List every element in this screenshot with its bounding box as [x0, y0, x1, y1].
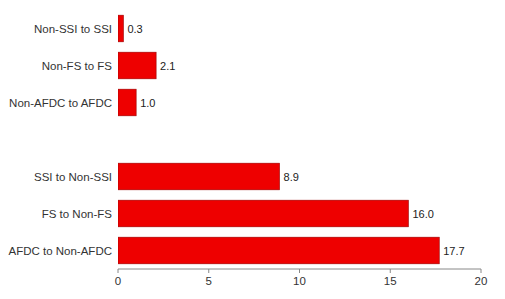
x-tick — [299, 269, 300, 273]
chart-container: 0.3 2.1 1.0 8.9 16.0 17.7 Non-SSI to SSI Non-FS… — [0, 0, 505, 299]
category-label: Non-FS to FS — [42, 60, 113, 72]
data-label: 17.7 — [443, 245, 464, 257]
data-labels: 0.3 2.1 1.0 8.9 16.0 17.7 — [127, 23, 464, 257]
data-label: 2.1 — [160, 60, 175, 72]
x-tick-label: 10 — [293, 275, 306, 287]
x-tick-label: 15 — [384, 275, 397, 287]
x-axis: 0 5 10 15 20 — [115, 269, 488, 287]
category-label: Non-AFDC to AFDC — [9, 97, 112, 109]
x-tick — [390, 269, 391, 273]
bar — [118, 89, 136, 116]
x-tick-label: 0 — [115, 275, 121, 287]
page: {"chart_data": {"type": "bar", "orientat… — [0, 0, 505, 299]
x-tick — [208, 269, 209, 273]
bar — [118, 52, 156, 79]
bar — [118, 200, 408, 227]
data-label: 0.3 — [127, 23, 142, 35]
category-label: Non-SSI to SSI — [34, 23, 112, 35]
chart-svg: 0.3 2.1 1.0 8.9 16.0 17.7 Non-SSI to SSI Non-FS… — [0, 0, 505, 299]
category-label: FS to Non-FS — [42, 208, 113, 220]
bar — [118, 15, 123, 42]
x-tick — [481, 269, 482, 273]
bar — [118, 237, 439, 264]
category-label: AFDC to Non-AFDC — [8, 245, 112, 257]
y-axis: Non-SSI to SSI Non-FS to FS Non-AFDC to AF… — [8, 23, 112, 257]
x-tick — [118, 269, 119, 273]
data-label: 16.0 — [412, 208, 433, 220]
category-label: SSI to Non-SSI — [34, 171, 112, 183]
data-label: 8.9 — [284, 171, 299, 183]
bars — [118, 15, 439, 264]
bar — [118, 163, 280, 190]
x-tick-label: 5 — [206, 275, 212, 287]
bar — [118, 126, 119, 153]
x-tick-label: 20 — [475, 275, 488, 287]
data-label: 1.0 — [140, 97, 155, 109]
